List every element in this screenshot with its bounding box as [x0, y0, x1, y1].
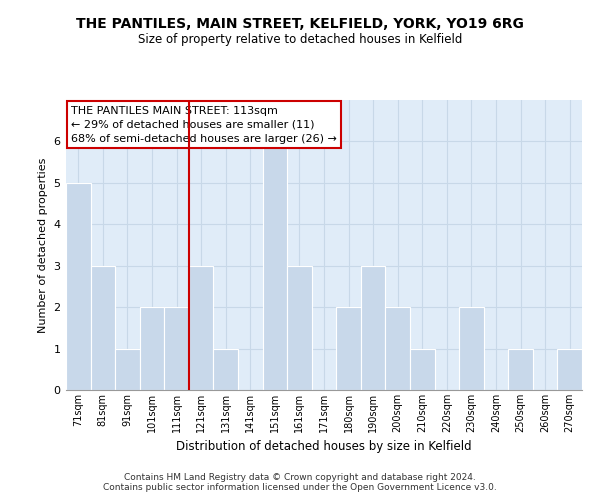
Text: Size of property relative to detached houses in Kelfield: Size of property relative to detached ho…: [138, 32, 462, 46]
Bar: [508, 348, 533, 390]
Bar: [66, 183, 91, 390]
Y-axis label: Number of detached properties: Number of detached properties: [38, 158, 48, 332]
Text: Contains HM Land Registry data © Crown copyright and database right 2024.
Contai: Contains HM Land Registry data © Crown c…: [103, 473, 497, 492]
Bar: [115, 348, 140, 390]
Bar: [140, 307, 164, 390]
Bar: [459, 307, 484, 390]
Text: THE PANTILES, MAIN STREET, KELFIELD, YORK, YO19 6RG: THE PANTILES, MAIN STREET, KELFIELD, YOR…: [76, 18, 524, 32]
Bar: [164, 307, 189, 390]
Text: THE PANTILES MAIN STREET: 113sqm
← 29% of detached houses are smaller (11)
68% o: THE PANTILES MAIN STREET: 113sqm ← 29% o…: [71, 106, 337, 144]
Bar: [189, 266, 214, 390]
Bar: [91, 266, 115, 390]
Bar: [287, 266, 312, 390]
Bar: [557, 348, 582, 390]
Bar: [263, 142, 287, 390]
Bar: [336, 307, 361, 390]
Bar: [361, 266, 385, 390]
Bar: [214, 348, 238, 390]
Bar: [385, 307, 410, 390]
X-axis label: Distribution of detached houses by size in Kelfield: Distribution of detached houses by size …: [176, 440, 472, 454]
Bar: [410, 348, 434, 390]
